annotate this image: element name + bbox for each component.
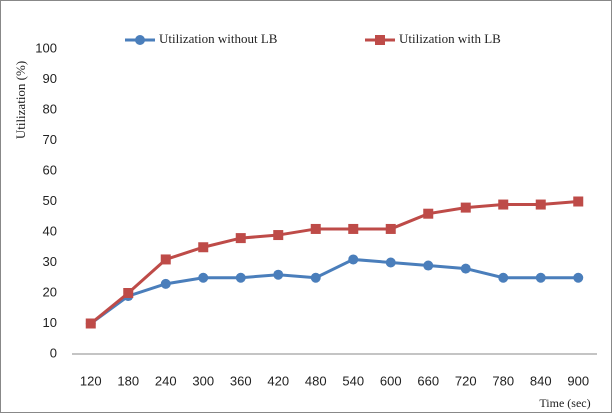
x-tick-label: 420	[267, 373, 289, 388]
marker	[85, 318, 96, 329]
marker	[498, 199, 509, 210]
legend-label: Utilization with LB	[399, 31, 501, 46]
x-tick-label: 660	[417, 373, 439, 388]
marker	[198, 272, 209, 283]
marker	[348, 223, 359, 234]
marker	[573, 272, 584, 283]
marker	[135, 35, 145, 45]
marker	[235, 233, 246, 244]
marker	[573, 196, 584, 207]
x-tick-label: 720	[455, 373, 477, 388]
x-tick-label: 480	[305, 373, 327, 388]
marker	[235, 272, 246, 283]
marker	[385, 257, 396, 268]
y-tick-label: 10	[43, 315, 57, 330]
y-tick-label: 100	[35, 40, 57, 55]
y-tick-label: 90	[43, 71, 57, 86]
y-tick-label: 60	[43, 162, 57, 177]
marker	[423, 208, 434, 219]
y-axis-title: Utilization (%)	[13, 61, 28, 139]
marker	[160, 254, 171, 265]
y-tick-label: 0	[50, 345, 57, 360]
x-tick-label: 120	[80, 373, 102, 388]
y-tick-label: 40	[43, 223, 57, 238]
marker	[310, 223, 321, 234]
x-tick-label: 780	[492, 373, 514, 388]
x-tick-label: 840	[530, 373, 552, 388]
marker	[535, 272, 546, 283]
x-tick-label: 540	[342, 373, 364, 388]
legend-label: Utilization without LB	[159, 31, 278, 46]
x-tick-label: 900	[567, 373, 589, 388]
marker	[535, 199, 546, 210]
marker	[460, 263, 471, 274]
series-line	[89, 200, 579, 325]
y-tick-label: 70	[43, 132, 57, 147]
y-tick-label: 80	[43, 101, 57, 116]
x-tick-label: 240	[155, 373, 177, 388]
marker	[385, 223, 396, 234]
y-tick-label: 50	[43, 193, 57, 208]
x-tick-label: 300	[192, 373, 214, 388]
x-axis-title: Time (sec)	[539, 396, 590, 410]
marker	[160, 278, 171, 289]
x-tick-label: 180	[117, 373, 139, 388]
marker	[310, 272, 321, 283]
marker	[348, 254, 359, 265]
marker	[123, 288, 134, 298]
marker	[273, 230, 284, 241]
marker	[498, 272, 509, 283]
marker	[460, 202, 471, 213]
y-tick-label: 20	[43, 284, 57, 299]
marker	[423, 260, 434, 271]
marker	[198, 242, 209, 253]
x-tick-label: 360	[230, 373, 252, 388]
marker	[273, 269, 284, 280]
x-tick-label: 600	[380, 373, 402, 388]
y-tick-label: 30	[43, 254, 57, 269]
marker	[375, 35, 385, 45]
series-line	[89, 257, 579, 325]
